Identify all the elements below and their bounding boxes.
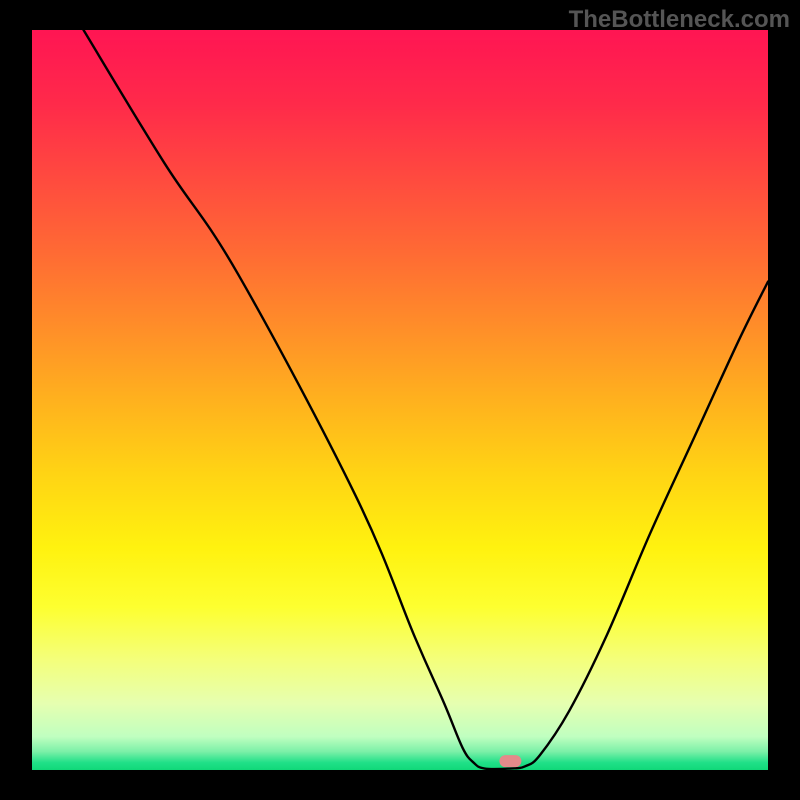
optimum-marker [499, 755, 521, 767]
chart-stage: TheBottleneck.com [0, 0, 800, 800]
watermark-text: TheBottleneck.com [569, 6, 790, 34]
plot-background [32, 30, 768, 770]
chart-svg [0, 0, 800, 800]
